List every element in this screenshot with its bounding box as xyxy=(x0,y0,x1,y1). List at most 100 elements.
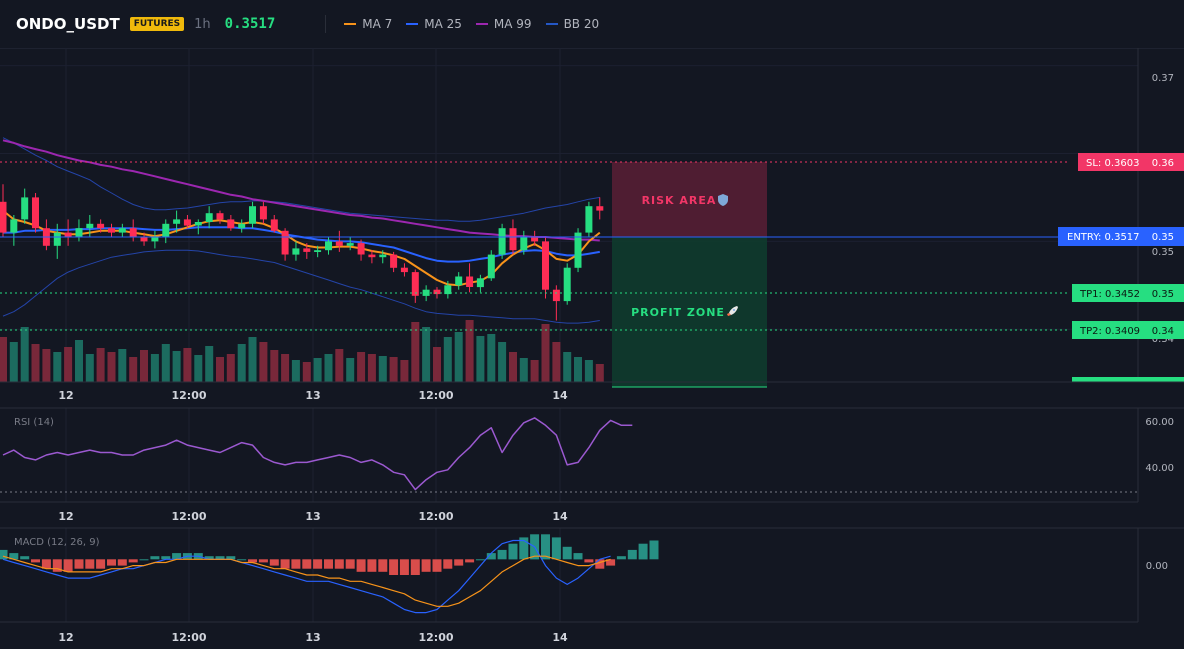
candle-body xyxy=(303,248,311,252)
macd-hist-bar xyxy=(345,559,355,569)
volume-bar xyxy=(595,364,604,382)
candle-body xyxy=(585,206,593,233)
volume-bar xyxy=(574,357,582,382)
volume-bar xyxy=(530,360,539,382)
macd-hist-bar xyxy=(421,559,431,572)
macd-hist-bar xyxy=(204,556,214,560)
macd-hist-bar xyxy=(52,559,62,572)
volume-bar xyxy=(9,342,18,382)
volume-bar xyxy=(541,324,550,382)
symbol-name[interactable]: ONDO_USDT xyxy=(16,15,120,33)
macd-hist-bar xyxy=(280,559,290,569)
volume-bar xyxy=(357,352,366,382)
volume-bar xyxy=(42,349,51,382)
candle-body xyxy=(368,254,376,258)
header-divider xyxy=(325,15,327,33)
candle-body xyxy=(118,228,126,233)
volume-bar xyxy=(411,322,420,382)
legend-ma99[interactable]: MA 99 xyxy=(475,17,532,31)
macd-hist-bar xyxy=(258,559,268,563)
volume-bar xyxy=(302,362,311,382)
macd-hist-bar xyxy=(20,556,30,560)
volume-bar xyxy=(389,357,398,382)
macd-hist-bar xyxy=(324,559,333,569)
volume-bar xyxy=(161,344,170,382)
volume-bar xyxy=(465,320,474,382)
macd-hist-bar xyxy=(150,556,160,560)
volume-bar xyxy=(584,360,593,382)
macd-hist-bar xyxy=(85,559,95,569)
candle-body xyxy=(249,206,256,224)
volume-bar xyxy=(563,352,572,382)
macd-hist-bar xyxy=(269,559,279,566)
candle-body xyxy=(444,285,452,295)
rsi-title: RSI (14) xyxy=(14,417,54,428)
macd-hist-bar xyxy=(465,559,475,563)
tp2-tag[interactable] xyxy=(1072,321,1184,339)
candle-body xyxy=(140,237,148,242)
time-axis-macd: 12 12:00 13 12:00 14 xyxy=(58,631,568,644)
candle-body xyxy=(108,228,115,233)
tp-axis-marker xyxy=(1072,377,1184,382)
candle-body xyxy=(531,237,539,242)
sl-tag-text: SL: 0.3603 xyxy=(1086,158,1139,169)
macd-hist-bar xyxy=(475,559,485,561)
macd-hist-bar xyxy=(226,556,236,560)
time-axis-rsi: 12 12:00 13 12:00 14 xyxy=(58,510,568,523)
macd-hist-bar xyxy=(584,559,594,563)
time-label-3: 13 xyxy=(305,389,320,402)
candle-body xyxy=(216,213,224,220)
volume-bar xyxy=(0,337,7,382)
entry-axis-text: 0.35 xyxy=(1152,232,1174,243)
legend-bb20[interactable]: BB 20 xyxy=(545,17,599,31)
candle-body xyxy=(335,241,343,246)
time-label-1: 12 xyxy=(58,389,73,402)
tp2-tag-text: TP2: 0.3409 xyxy=(1079,326,1140,337)
price-tick-2: 0.35 xyxy=(1152,247,1174,258)
macd-hist-bar xyxy=(367,559,377,572)
volume-bar xyxy=(237,344,246,382)
time-label-5: 14 xyxy=(552,510,568,523)
rsi-tick-2: 40.00 xyxy=(1145,463,1174,474)
price-tick-3: 0.34 xyxy=(1152,334,1174,345)
candle-body xyxy=(520,237,528,251)
last-price: 0.3517 xyxy=(224,16,276,32)
sl-axis-text: 0.36 xyxy=(1152,158,1174,169)
volume-bar xyxy=(216,357,224,382)
macd-hist-bar xyxy=(443,559,453,569)
volume-bar xyxy=(367,354,376,382)
volume-bar xyxy=(519,358,528,382)
timeframe-label[interactable]: 1h xyxy=(194,16,211,32)
candle-body xyxy=(466,276,474,287)
tp1-tag[interactable] xyxy=(1072,284,1184,302)
volume-bar xyxy=(378,356,387,382)
legend-ma7[interactable]: MA 7 xyxy=(344,17,392,31)
volume-bar xyxy=(291,360,300,382)
candle-body xyxy=(509,228,517,251)
candle-body xyxy=(325,241,332,251)
volume-bar xyxy=(64,347,73,382)
volume-bar xyxy=(346,358,355,382)
candle-body xyxy=(314,250,322,252)
entry-tag[interactable] xyxy=(1058,227,1184,246)
legend-ma25[interactable]: MA 25 xyxy=(406,17,462,31)
legend-ma7-label: MA 7 xyxy=(362,17,393,31)
rsi-line xyxy=(2,417,633,491)
candle-body xyxy=(21,197,29,220)
candle-body xyxy=(487,254,495,279)
time-label-5: 14 xyxy=(552,631,568,644)
candle-body xyxy=(97,223,105,229)
macd-hist-bar xyxy=(378,559,388,572)
volume-bar xyxy=(552,342,561,382)
volume-bar xyxy=(172,351,181,382)
sl-tag[interactable] xyxy=(1078,153,1184,171)
time-label-3: 13 xyxy=(305,510,320,523)
candle-body xyxy=(173,219,181,224)
macd-hist-bar xyxy=(215,556,225,560)
macd-hist-bar xyxy=(595,559,605,569)
macd-hist-bar xyxy=(172,553,182,560)
macd-hist-bar xyxy=(302,559,312,569)
macd-hist-bar xyxy=(139,559,149,561)
volume-bar xyxy=(205,346,214,382)
